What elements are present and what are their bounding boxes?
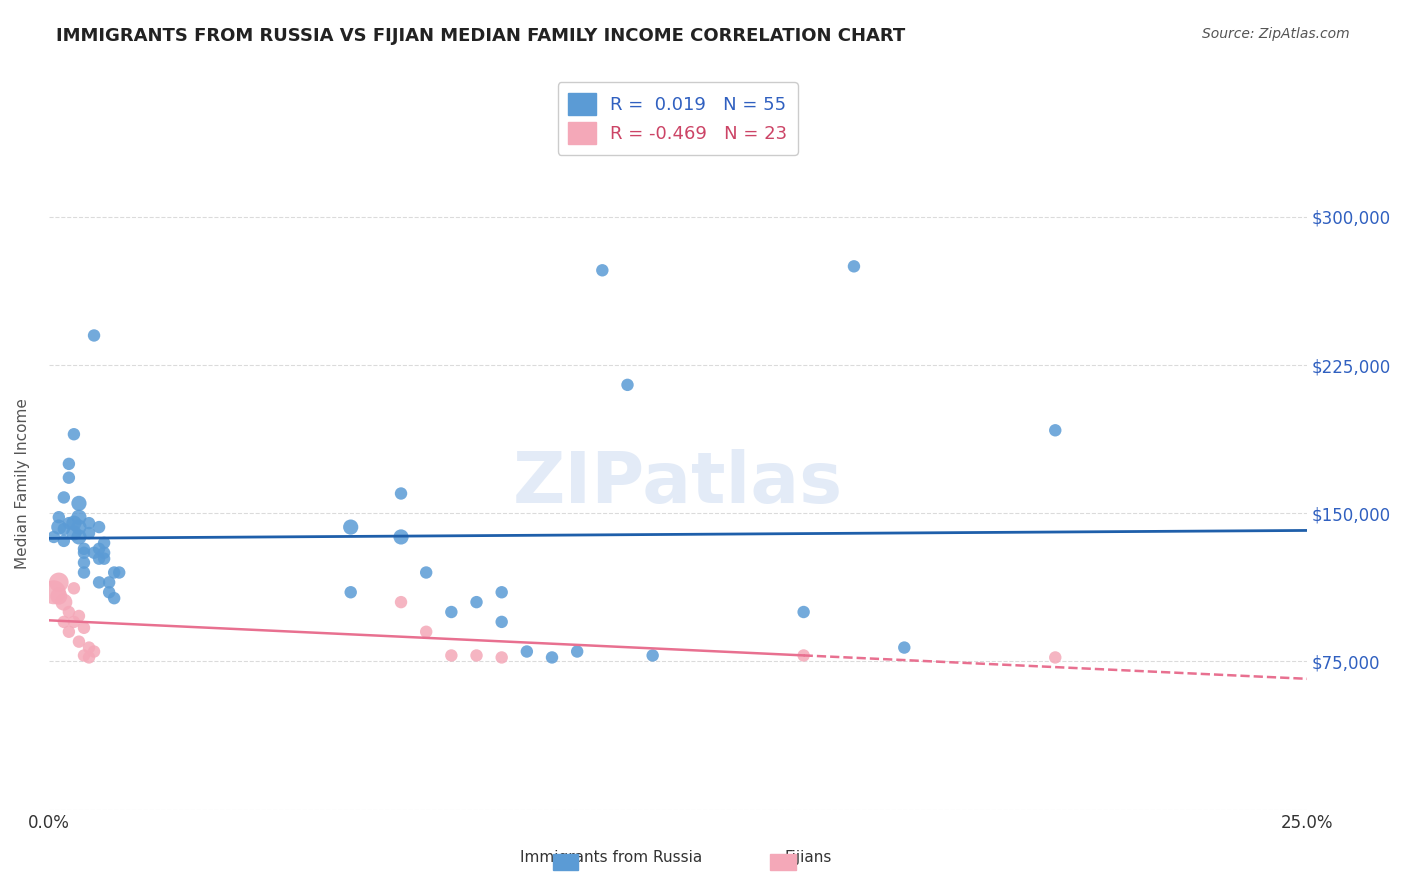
- Point: [616, 377, 638, 392]
- Point: [440, 605, 463, 619]
- Point: [440, 648, 463, 663]
- Point: [42, 530, 65, 544]
- Point: [58, 457, 80, 471]
- Text: IMMIGRANTS FROM RUSSIA VS FIJIAN MEDIAN FAMILY INCOME CORRELATION CHART: IMMIGRANTS FROM RUSSIA VS FIJIAN MEDIAN …: [56, 27, 905, 45]
- Point: [52, 533, 75, 548]
- Point: [67, 510, 90, 524]
- Point: [77, 526, 100, 541]
- Point: [73, 648, 96, 663]
- Point: [1045, 650, 1067, 665]
- Point: [87, 541, 110, 556]
- Point: [339, 585, 361, 599]
- Point: [641, 648, 664, 663]
- Point: [793, 648, 815, 663]
- Point: [67, 634, 90, 648]
- Point: [48, 520, 70, 534]
- Point: [58, 624, 80, 639]
- Point: [67, 520, 90, 534]
- Point: [591, 263, 613, 277]
- Point: [103, 566, 125, 580]
- Point: [67, 530, 90, 544]
- Point: [73, 621, 96, 635]
- Point: [1045, 423, 1067, 437]
- Point: [93, 546, 115, 560]
- Text: Source: ZipAtlas.com: Source: ZipAtlas.com: [1202, 27, 1350, 41]
- Point: [52, 615, 75, 629]
- Point: [893, 640, 915, 655]
- Point: [389, 595, 412, 609]
- Point: [87, 520, 110, 534]
- Point: [93, 551, 115, 566]
- Point: [516, 644, 538, 658]
- Point: [567, 644, 589, 658]
- Point: [87, 575, 110, 590]
- Point: [465, 595, 488, 609]
- Point: [83, 328, 105, 343]
- Point: [108, 566, 131, 580]
- Point: [63, 427, 86, 442]
- Point: [73, 566, 96, 580]
- Point: [73, 556, 96, 570]
- Point: [389, 486, 412, 500]
- Point: [491, 615, 513, 629]
- Point: [491, 585, 513, 599]
- Point: [52, 522, 75, 536]
- Point: [541, 650, 564, 665]
- Point: [77, 640, 100, 655]
- Point: [87, 551, 110, 566]
- Point: [48, 589, 70, 603]
- Point: [389, 530, 412, 544]
- Text: Fijians: Fijians: [785, 850, 832, 865]
- Point: [415, 624, 437, 639]
- Point: [842, 260, 865, 274]
- Point: [77, 516, 100, 530]
- Point: [52, 595, 75, 609]
- Point: [465, 648, 488, 663]
- Point: [48, 575, 70, 590]
- Y-axis label: Median Family Income: Median Family Income: [15, 398, 30, 569]
- Point: [63, 516, 86, 530]
- Point: [415, 566, 437, 580]
- Point: [63, 526, 86, 541]
- Point: [58, 471, 80, 485]
- Text: ZIPatlas: ZIPatlas: [513, 449, 842, 518]
- Point: [63, 582, 86, 596]
- Point: [793, 605, 815, 619]
- Point: [83, 546, 105, 560]
- Text: Immigrants from Russia: Immigrants from Russia: [520, 850, 703, 865]
- Point: [98, 585, 121, 599]
- Point: [491, 650, 513, 665]
- Point: [67, 609, 90, 624]
- Point: [52, 491, 75, 505]
- Point: [339, 520, 361, 534]
- Point: [77, 650, 100, 665]
- Point: [93, 536, 115, 550]
- Point: [58, 516, 80, 530]
- Point: [73, 546, 96, 560]
- Legend: R =  0.019   N = 55, R = -0.469   N = 23: R = 0.019 N = 55, R = -0.469 N = 23: [558, 82, 799, 155]
- Point: [73, 541, 96, 556]
- Point: [42, 585, 65, 599]
- Point: [83, 644, 105, 658]
- Point: [103, 591, 125, 606]
- Point: [63, 615, 86, 629]
- Point: [67, 496, 90, 510]
- Point: [98, 575, 121, 590]
- Point: [58, 605, 80, 619]
- Point: [48, 510, 70, 524]
